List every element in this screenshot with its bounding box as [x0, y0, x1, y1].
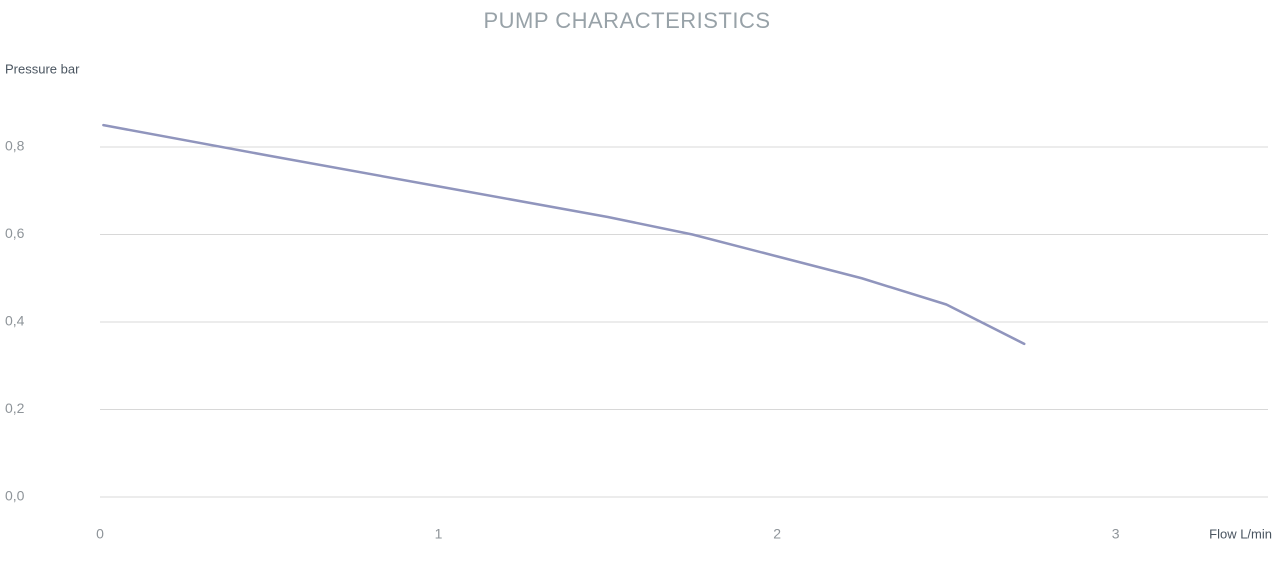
y-tick-label: 0,0	[5, 488, 25, 504]
y-tick-label: 0,6	[5, 225, 25, 241]
x-tick-label: 2	[773, 526, 781, 542]
y-tick-label: 0,8	[5, 138, 25, 154]
x-axis-label: Flow L/min	[1209, 526, 1272, 541]
y-tick-label: 0,2	[5, 400, 25, 416]
chart-title: PUMP CHARACTERISTICS	[483, 8, 770, 33]
data-line	[102, 123, 1026, 346]
x-tick-label: 1	[435, 526, 443, 542]
y-tick-label: 0,4	[5, 313, 25, 329]
x-tick-label: 3	[1112, 526, 1120, 542]
y-axis-label: Pressure bar	[5, 61, 80, 76]
x-tick-label: 0	[96, 526, 104, 542]
